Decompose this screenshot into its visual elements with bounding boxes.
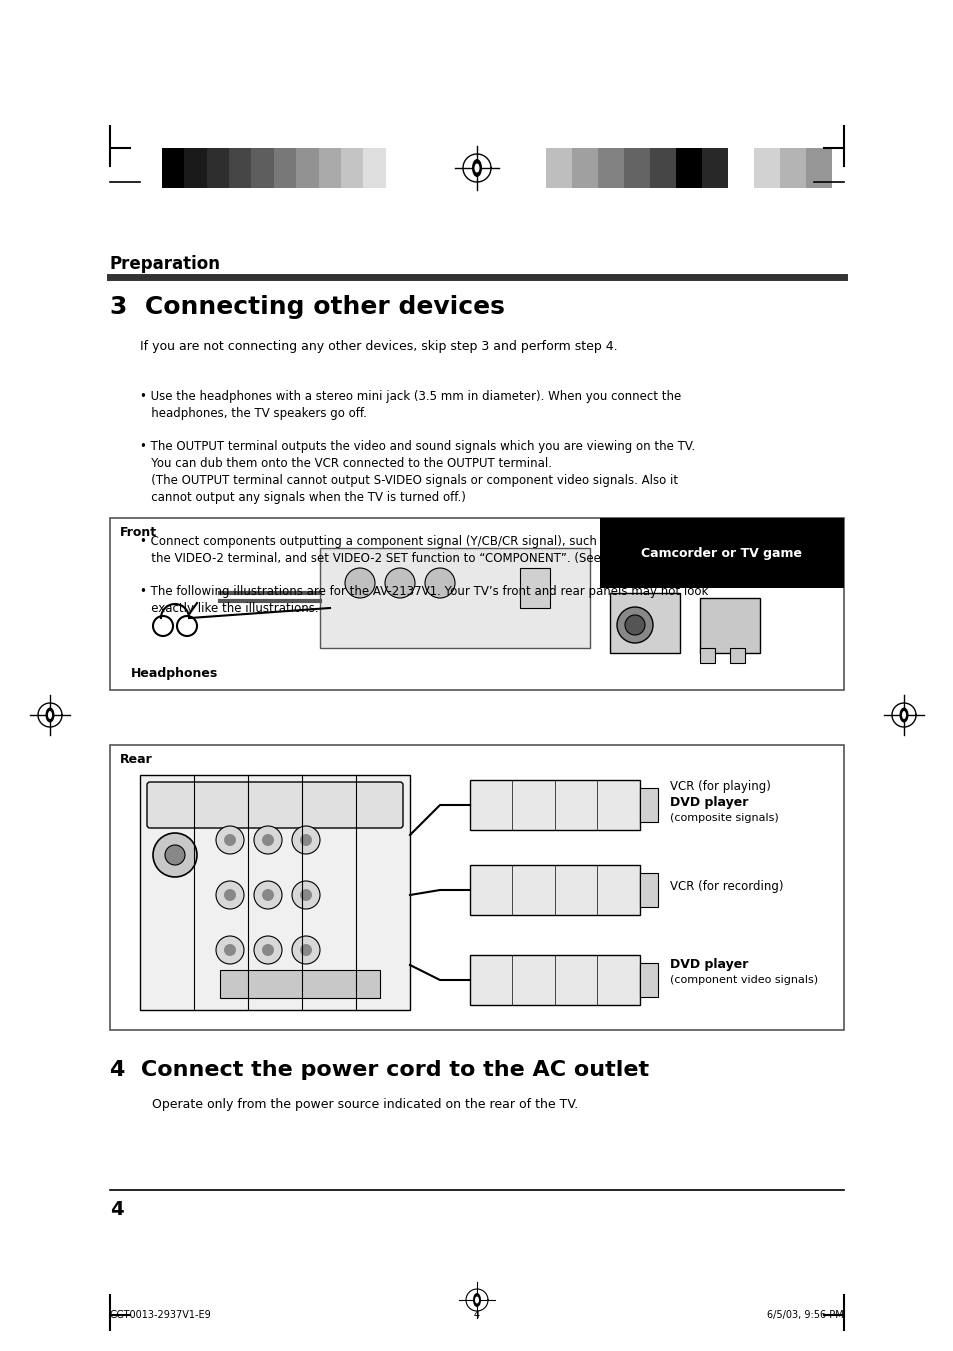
Text: 4  Connect the power cord to the AC outlet: 4 Connect the power cord to the AC outle… [110,1061,648,1079]
Bar [572,149,598,188]
Circle shape [253,881,282,909]
Bar [470,865,639,915]
Bar [780,149,805,188]
Bar [274,149,295,188]
Bar [599,517,843,588]
Ellipse shape [46,708,54,723]
Ellipse shape [48,711,52,719]
Text: DVD player: DVD player [669,958,747,971]
Circle shape [253,936,282,965]
Text: (composite signals): (composite signals) [669,813,778,823]
Circle shape [262,834,274,846]
Circle shape [299,889,312,901]
Bar [110,744,843,1029]
Bar [318,149,340,188]
Text: (component video signals): (component video signals) [669,975,818,985]
Circle shape [617,607,652,643]
Bar [470,780,639,830]
Bar [295,149,318,188]
Bar [319,549,589,648]
Bar [639,873,658,907]
Ellipse shape [901,711,905,719]
Circle shape [215,936,244,965]
Ellipse shape [473,1293,480,1306]
Circle shape [299,834,312,846]
Circle shape [215,825,244,854]
Bar [729,648,744,663]
Bar [385,149,408,188]
Circle shape [262,944,274,957]
Bar [676,149,701,188]
Text: • Use the headphones with a stereo mini jack (3.5 mm in diameter). When you conn: • Use the headphones with a stereo mini … [140,390,680,420]
Bar [609,593,679,653]
Bar [700,598,760,653]
Text: 4: 4 [474,1310,479,1320]
Bar [649,149,676,188]
Text: 3  Connecting other devices: 3 Connecting other devices [110,295,504,319]
Circle shape [165,844,185,865]
Bar [207,149,229,188]
Bar [470,955,639,1005]
Ellipse shape [474,163,479,173]
Ellipse shape [475,1297,478,1304]
Bar [252,149,274,188]
Circle shape [292,881,319,909]
Bar [184,149,207,188]
Text: VCR (for playing): VCR (for playing) [669,780,770,793]
Text: • The following illustrations are for the AV-2137V1. Your TV’s front and rear pa: • The following illustrations are for th… [140,585,708,615]
Circle shape [224,944,235,957]
Circle shape [224,834,235,846]
Bar [545,149,572,188]
Circle shape [345,567,375,598]
Text: • Connect components outputting a component signal (Y/CB/CR signal), such as a D: • Connect components outputting a compon… [140,535,715,565]
Circle shape [385,567,415,598]
Bar [519,567,550,608]
Circle shape [152,834,196,877]
Text: Headphones: Headphones [132,667,218,680]
Bar [701,149,727,188]
Circle shape [624,615,644,635]
Bar [639,963,658,997]
Text: Rear: Rear [120,753,152,766]
Text: • The OUTPUT terminal outputs the video and sound signals which you are viewing : • The OUTPUT terminal outputs the video … [140,440,695,504]
Text: Preparation: Preparation [110,255,221,273]
Ellipse shape [472,159,481,177]
Bar [220,970,379,998]
Bar [110,517,843,690]
Bar [598,149,623,188]
Text: Camcorder or TV game: Camcorder or TV game [640,547,801,559]
Bar [162,149,184,188]
Circle shape [262,889,274,901]
Circle shape [424,567,455,598]
Text: DVD player: DVD player [669,796,747,809]
Circle shape [215,881,244,909]
FancyBboxPatch shape [147,782,402,828]
Bar [363,149,385,188]
Bar [753,149,780,188]
Text: If you are not connecting any other devices, skip step 3 and perform step 4.: If you are not connecting any other devi… [140,340,617,353]
Text: 6/5/03, 9:56 PM: 6/5/03, 9:56 PM [766,1310,843,1320]
Bar [623,149,649,188]
Bar [140,775,410,1011]
Bar [340,149,363,188]
Text: 4: 4 [110,1200,124,1219]
Circle shape [253,825,282,854]
Bar [805,149,831,188]
Bar [639,788,658,821]
Circle shape [292,825,319,854]
Circle shape [292,936,319,965]
Text: Front: Front [120,526,157,539]
Circle shape [224,889,235,901]
Circle shape [299,944,312,957]
Bar [727,149,753,188]
Bar [700,648,714,663]
Bar [229,149,252,188]
Text: Operate only from the power source indicated on the rear of the TV.: Operate only from the power source indic… [140,1098,578,1111]
Ellipse shape [899,708,907,723]
Text: GGT0013-2937V1-E9: GGT0013-2937V1-E9 [110,1310,212,1320]
Text: VCR (for recording): VCR (for recording) [669,880,782,893]
